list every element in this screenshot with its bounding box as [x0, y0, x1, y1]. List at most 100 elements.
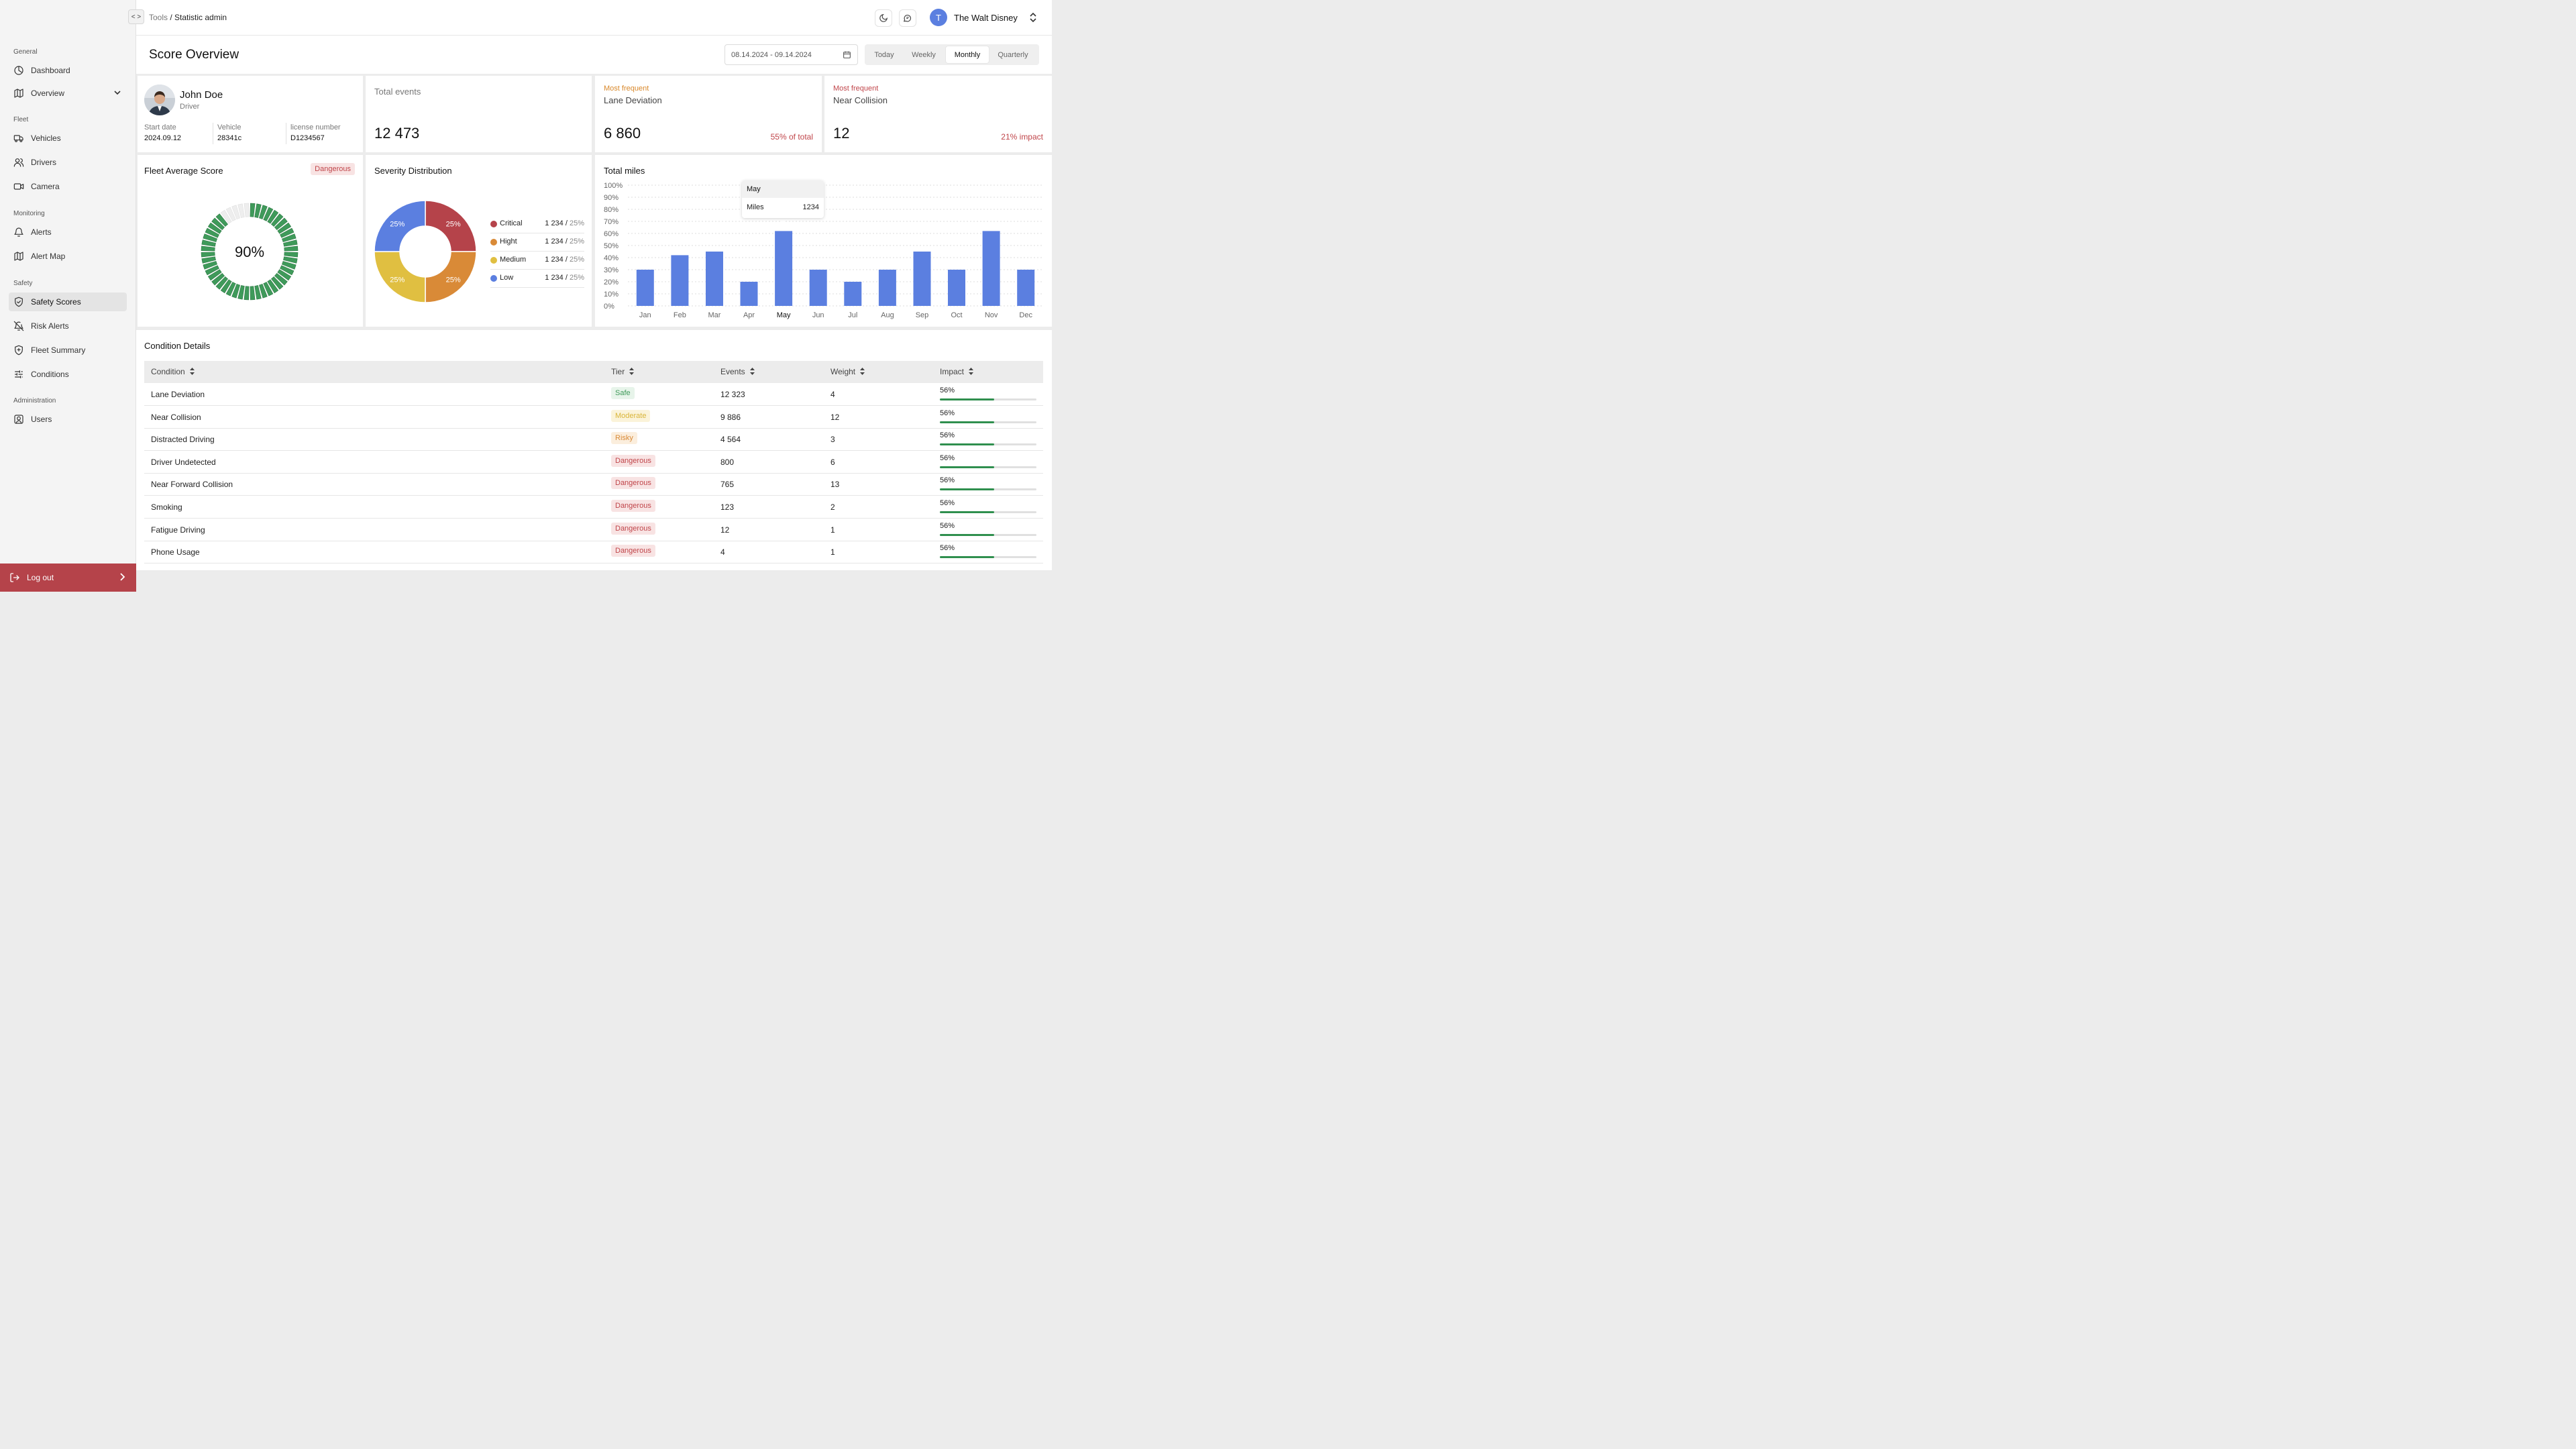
- column-header-events[interactable]: Events: [720, 367, 755, 376]
- sort-icon[interactable]: [969, 368, 974, 375]
- column-header-tier[interactable]: Tier: [611, 367, 635, 376]
- sort-icon[interactable]: [860, 368, 865, 375]
- gauge-segment-filled: [267, 209, 279, 224]
- sidebar-item-users[interactable]: Users: [9, 410, 127, 429]
- x-tick-label: Jul: [848, 311, 857, 319]
- period-quarterly-button[interactable]: Quarterly: [998, 50, 1028, 59]
- breadcrumb-parent[interactable]: Tools: [149, 13, 168, 22]
- sidebar-item-alerts[interactable]: Alerts: [9, 223, 127, 241]
- gauge-segment-filled: [258, 284, 268, 299]
- breadcrumb-separator: /: [168, 13, 175, 22]
- bar-oct[interactable]: [948, 270, 965, 306]
- severity-distribution-card: Severity Distribution 25% 25% 25% 25% Criti…: [366, 155, 592, 327]
- org-name[interactable]: The Walt Disney: [954, 13, 1018, 23]
- column-header-impact[interactable]: Impact: [940, 367, 974, 376]
- table-row[interactable]: Near Forward Collision 765 13 Dangerous 56%: [144, 473, 1043, 496]
- field-label: license number: [290, 123, 341, 131]
- driver-avatar[interactable]: [144, 85, 175, 115]
- table-row[interactable]: Phone Usage 4 1 Dangerous 56%: [144, 541, 1043, 564]
- dark-mode-button[interactable]: [875, 9, 892, 27]
- bar-sep[interactable]: [913, 252, 931, 306]
- period-today-button[interactable]: Today: [874, 50, 894, 59]
- messages-button[interactable]: [899, 9, 916, 27]
- y-tick-label: 70%: [604, 218, 619, 226]
- sidebar-item-vehicles[interactable]: Vehicles: [9, 129, 127, 148]
- y-tick-label: 60%: [604, 230, 619, 238]
- map-icon: [13, 251, 24, 262]
- bar-jul[interactable]: [844, 282, 862, 306]
- table-row[interactable]: Smoking 123 2 Dangerous 56%: [144, 496, 1043, 519]
- bar-mar[interactable]: [706, 252, 723, 306]
- legend-percent: 25%: [569, 237, 584, 246]
- donut-slice-low[interactable]: [374, 200, 426, 252]
- chevron-down-icon[interactable]: [113, 89, 121, 97]
- org-avatar[interactable]: T: [930, 9, 947, 26]
- table-row[interactable]: Fatigue Driving 12 1 Dangerous 56%: [144, 519, 1043, 541]
- sidebar-item-safety-scores[interactable]: Safety Scores: [9, 292, 127, 311]
- table-row[interactable]: Distracted Driving 4 564 3 Risky 56%: [144, 428, 1043, 451]
- legend-dot: [490, 239, 497, 246]
- sidebar-item-drivers[interactable]: Drivers: [9, 153, 127, 172]
- cell-condition: Fatigue Driving: [151, 525, 205, 535]
- donut-slice-medium[interactable]: [374, 251, 426, 303]
- date-range-value: 08.14.2024 - 09.14.2024: [731, 51, 812, 59]
- cell-condition: Driver Undetected: [151, 457, 216, 467]
- gauge-segment-filled: [277, 269, 292, 281]
- x-tick-label: Dec: [1019, 311, 1032, 319]
- bar-may[interactable]: [775, 231, 793, 306]
- bar-feb[interactable]: [671, 255, 689, 306]
- table-row[interactable]: Driver Undetected 800 6 Dangerous 56%: [144, 451, 1043, 474]
- sort-icon[interactable]: [189, 368, 195, 375]
- sort-icon[interactable]: [749, 368, 755, 375]
- sidebar-section-safety: Safety: [13, 280, 33, 287]
- bar-nov[interactable]: [982, 231, 1000, 306]
- sidebar-item-dashboard[interactable]: Dashboard: [9, 61, 127, 80]
- sidebar-item-overview[interactable]: Overview: [9, 84, 127, 103]
- dashboard-icon: [13, 65, 24, 76]
- table-row[interactable]: Lane Deviation 12 323 4 Safe 56%: [144, 383, 1043, 406]
- tooltip-title: May: [742, 180, 824, 198]
- column-header-weight[interactable]: Weight: [830, 367, 865, 376]
- bar-jun[interactable]: [809, 270, 827, 306]
- donut-slice-critical[interactable]: [425, 200, 477, 252]
- tooltip-value: 1234: [802, 203, 819, 211]
- chevron-up-down-icon[interactable]: [1028, 11, 1038, 23]
- column-header-condition[interactable]: Condition: [151, 367, 195, 376]
- x-tick-label: Mar: [708, 311, 721, 319]
- logout-button[interactable]: Log out: [0, 564, 136, 592]
- cell-impact: 56%: [940, 386, 955, 394]
- tooltip-label: Miles: [747, 203, 764, 211]
- sidebar-item-label: Drivers: [31, 158, 56, 167]
- fleet-average-score-card: Fleet Average Score Dangerous 90%: [138, 155, 363, 327]
- bar-apr[interactable]: [740, 282, 758, 306]
- cell-condition: Near Collision: [151, 412, 201, 422]
- sidebar-item-camera[interactable]: Camera: [9, 177, 127, 196]
- stat-caption: Most frequent: [604, 85, 649, 93]
- chart-tooltip: May Miles 1234: [742, 180, 824, 218]
- sidebar-item-alert-map[interactable]: Alert Map: [9, 247, 127, 266]
- legend-percent: 25%: [569, 256, 584, 264]
- date-range-picker[interactable]: 08.14.2024 - 09.14.2024: [724, 44, 858, 65]
- cell-events: 4: [720, 547, 725, 557]
- cell-events: 9 886: [720, 412, 741, 422]
- gauge-segment-filled: [205, 265, 219, 276]
- cell-events: 123: [720, 502, 735, 512]
- sidebar-item-conditions[interactable]: Conditions: [9, 365, 127, 384]
- stat-label: Total events: [374, 87, 421, 97]
- bar-dec[interactable]: [1017, 270, 1035, 306]
- gauge-segment-filled: [270, 276, 284, 290]
- donut-slice-hight[interactable]: [425, 251, 477, 303]
- camera-icon: [13, 181, 24, 192]
- gauge-segment-empty: [220, 209, 232, 224]
- period-weekly-button[interactable]: Weekly: [912, 50, 936, 59]
- period-monthly-button[interactable]: Monthly: [946, 46, 989, 63]
- cell-impact: 56%: [940, 499, 955, 507]
- sidebar-toggle-button[interactable]: < >: [128, 9, 144, 24]
- sort-icon[interactable]: [629, 368, 635, 375]
- gauge-segment-filled: [244, 286, 250, 301]
- bar-jan[interactable]: [636, 270, 654, 306]
- sidebar-item-risk-alerts[interactable]: Risk Alerts: [9, 317, 127, 335]
- bar-aug[interactable]: [878, 270, 896, 306]
- sidebar-item-fleet-summary[interactable]: Fleet Summary: [9, 341, 127, 360]
- table-row[interactable]: Near Collision 9 886 12 Moderate 56%: [144, 406, 1043, 429]
